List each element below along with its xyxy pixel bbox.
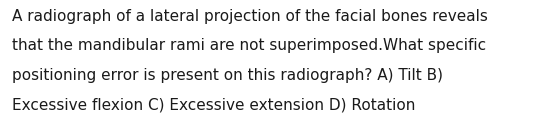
Text: A radiograph of a lateral projection of the facial bones reveals: A radiograph of a lateral projection of …: [12, 9, 488, 24]
Text: that the mandibular rami are not superimposed.What specific: that the mandibular rami are not superim…: [12, 38, 487, 53]
Text: Excessive flexion C) Excessive extension D) Rotation: Excessive flexion C) Excessive extension…: [12, 98, 416, 113]
Text: positioning error is present on this radiograph? A) Tilt B): positioning error is present on this rad…: [12, 68, 443, 83]
